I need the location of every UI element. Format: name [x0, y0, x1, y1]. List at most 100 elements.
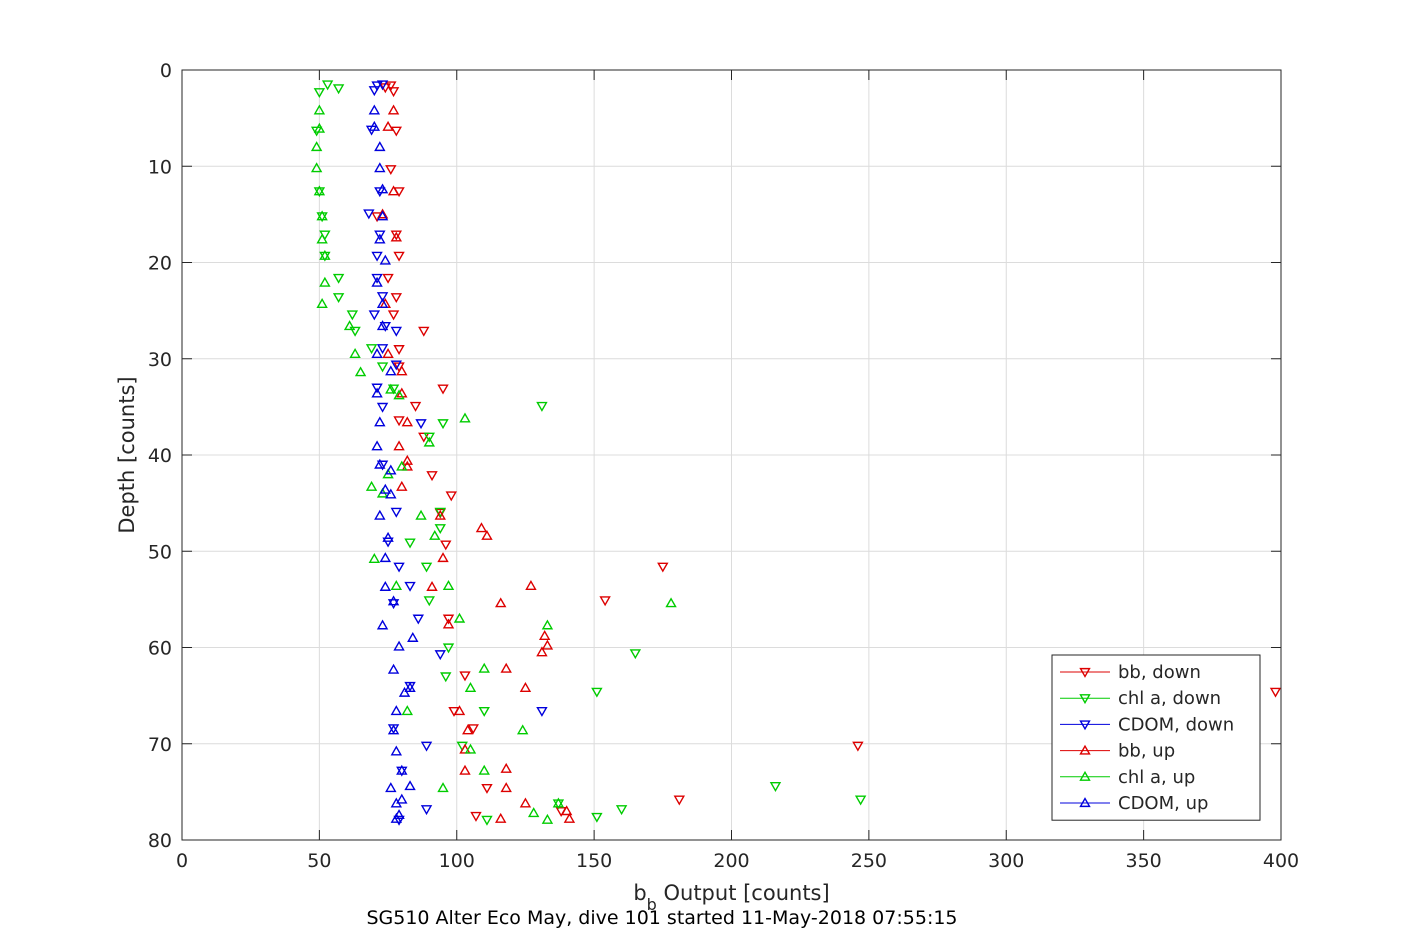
- axis-ticks: 0 50 100 150 200 250 300 350 400 0 10 20 30 40 50 60 70 8…: [148, 60, 1299, 872]
- legend-marker: [1079, 770, 1091, 781]
- y-axis-label: Depth [counts]: [115, 376, 139, 533]
- data-point: [396, 365, 408, 376]
- data-point: [371, 383, 383, 394]
- data-point: [390, 230, 403, 241]
- data-point: [390, 797, 403, 808]
- data-point: [615, 805, 628, 816]
- data-point: [415, 419, 427, 430]
- data-point: [385, 383, 397, 394]
- data-point: [376, 460, 389, 471]
- data-point: [316, 210, 328, 221]
- data-point: [393, 251, 405, 262]
- data-point: [440, 540, 452, 551]
- data-point: [563, 812, 576, 823]
- data-point: [495, 812, 507, 823]
- data-point: [500, 782, 512, 793]
- data-point: [437, 552, 449, 563]
- data-point: [376, 80, 389, 91]
- series-2: [363, 80, 548, 826]
- data-point: [316, 233, 328, 244]
- data-point: [368, 553, 381, 564]
- data-point: [423, 596, 435, 607]
- data-point: [442, 579, 455, 590]
- x-tick-label: 50: [307, 850, 331, 872]
- data-point: [519, 797, 532, 808]
- data-point: [404, 581, 416, 592]
- data-point: [541, 619, 554, 630]
- series-4: [310, 104, 677, 824]
- data-point: [310, 141, 323, 152]
- x-axis-label-rest: Output [counts]: [657, 881, 830, 905]
- data-point: [316, 297, 328, 308]
- data-point: [390, 579, 403, 590]
- data-point: [854, 795, 867, 806]
- data-point: [390, 360, 403, 371]
- data-point: [385, 165, 397, 176]
- data-point: [478, 764, 490, 775]
- data-point: [453, 612, 466, 623]
- data-point: [407, 631, 419, 642]
- y-tick-label: 30: [148, 349, 172, 371]
- data-point: [401, 460, 414, 471]
- data-point: [396, 793, 408, 804]
- data-point: [313, 122, 326, 133]
- data-point: [374, 458, 386, 469]
- data-point: [379, 552, 392, 563]
- data-point: [390, 293, 403, 304]
- data-point: [426, 471, 438, 482]
- legend-marker: [1079, 694, 1091, 705]
- data-point: [462, 724, 474, 735]
- data-point: [343, 320, 356, 331]
- data-point: [434, 650, 446, 661]
- data-point: [379, 483, 392, 494]
- data-point: [495, 597, 507, 608]
- data-point: [401, 454, 414, 465]
- data-point: [376, 297, 389, 308]
- data-point: [415, 509, 427, 520]
- data-point: [401, 416, 414, 427]
- data-point: [385, 488, 397, 499]
- data-point: [368, 86, 381, 97]
- data-point: [396, 480, 408, 491]
- data-point: [387, 599, 400, 610]
- data-point: [390, 507, 403, 518]
- data-point: [519, 682, 532, 692]
- legend-label: bb, down: [1118, 662, 1201, 683]
- data-point: [525, 579, 537, 590]
- data-point: [442, 614, 455, 625]
- data-point: [442, 643, 455, 654]
- legend-box: [1051, 654, 1261, 821]
- data-point: [464, 682, 477, 692]
- data-point: [332, 293, 345, 304]
- data-point: [379, 254, 392, 265]
- data-point: [440, 672, 452, 683]
- data-point: [412, 614, 424, 625]
- data-point: [393, 562, 405, 573]
- data-point: [459, 412, 471, 423]
- data-point: [591, 812, 603, 823]
- data-point: [387, 724, 400, 735]
- data-point: [481, 783, 493, 794]
- data-point: [313, 185, 326, 196]
- y-tick-label: 80: [148, 830, 172, 852]
- data-point: [382, 273, 394, 284]
- data-point: [420, 805, 433, 816]
- data-point: [423, 436, 435, 447]
- data-point: [376, 210, 389, 221]
- x-tick-label: 300: [988, 850, 1024, 872]
- legend-item: bb, down: [1060, 662, 1201, 683]
- legend: bb, down chl a, down CDOM, down bb, up chl a…: [1051, 654, 1261, 821]
- data-point: [426, 580, 438, 591]
- data-point: [387, 384, 400, 395]
- legend-label: chl a, up: [1118, 767, 1195, 788]
- data-point: [365, 344, 378, 355]
- x-tick-label: 150: [576, 850, 612, 872]
- x-axis-label-subscript: b: [647, 895, 657, 914]
- data-point: [442, 618, 455, 629]
- data-point: [374, 141, 386, 152]
- data-point: [396, 764, 408, 775]
- data-point: [429, 529, 441, 540]
- data-point: [516, 724, 529, 735]
- data-point: [404, 682, 416, 692]
